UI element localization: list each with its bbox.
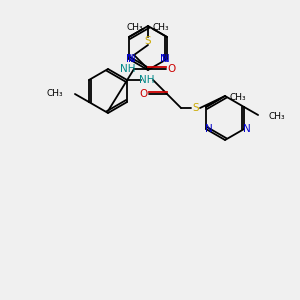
- Text: N: N: [160, 54, 168, 64]
- Text: NH: NH: [120, 64, 136, 74]
- Text: O: O: [139, 89, 147, 99]
- Text: CH₃: CH₃: [153, 22, 169, 32]
- Text: CH₃: CH₃: [46, 89, 63, 98]
- Text: N: N: [243, 124, 251, 134]
- Text: N: N: [128, 54, 136, 64]
- Text: N: N: [205, 124, 213, 134]
- Text: CH₃: CH₃: [230, 92, 247, 101]
- Text: S: S: [193, 103, 200, 113]
- Text: NH: NH: [139, 75, 155, 85]
- Text: S: S: [145, 36, 151, 46]
- Text: CH₃: CH₃: [268, 112, 285, 122]
- Text: N: N: [126, 54, 134, 64]
- Text: CH₃: CH₃: [126, 22, 143, 32]
- Text: N: N: [162, 54, 170, 64]
- Text: O: O: [168, 64, 176, 74]
